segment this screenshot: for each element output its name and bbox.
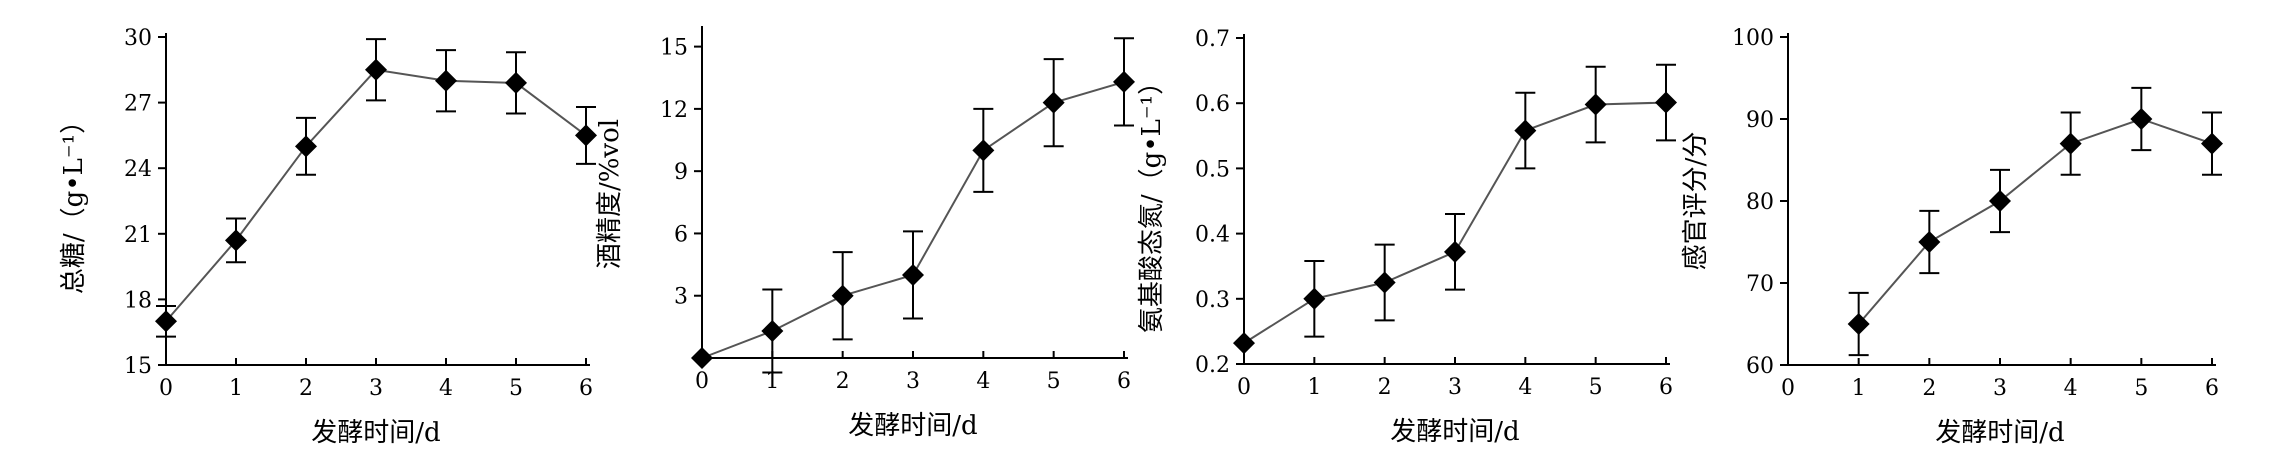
data-point-marker: [505, 71, 527, 94]
y-tick-label: 70: [1746, 272, 1774, 297]
data-point-marker: [2130, 108, 2153, 130]
data-point-marker: [831, 284, 854, 307]
x-tick-label: 1: [1852, 376, 1866, 401]
y-tick-label: 27: [124, 92, 152, 117]
y-tick-label: 3: [674, 285, 688, 310]
x-tick-label: 1: [765, 369, 779, 394]
x-tick-label: 0: [1237, 375, 1251, 400]
y-tick-label: 24: [124, 157, 152, 182]
data-point-marker: [691, 347, 713, 369]
x-axis-title: 发酵时间/d: [311, 418, 440, 448]
y-tick-label: 12: [660, 98, 688, 123]
data-point-marker: [2059, 132, 2082, 155]
x-tick-label: 2: [1378, 375, 1392, 400]
y-tick-label: 80: [1746, 190, 1774, 215]
x-tick-label: 4: [439, 376, 453, 401]
y-tick-label: 15: [660, 36, 688, 61]
data-point-marker: [1303, 287, 1326, 310]
y-tick-label: 9: [674, 160, 688, 185]
data-point-marker: [1233, 332, 1255, 355]
x-tick-label: 2: [1922, 376, 1936, 401]
data-point-marker: [1847, 313, 1870, 335]
data-point-marker: [365, 58, 387, 81]
x-tick-label: 6: [2205, 376, 2219, 401]
x-tick-label: 4: [2064, 376, 2078, 401]
chart-panel-4: 60 70 80 90 100 0 1 2 3 4 5 6 发酵时间/d 感官评分/分: [1681, 26, 2223, 448]
y-axis-title: 酒精度/%vol: [595, 119, 625, 269]
y-tick-label: 0.5: [1195, 157, 1230, 182]
x-tick-label: 1: [229, 376, 243, 401]
data-point-marker: [295, 135, 317, 158]
x-tick-label: 2: [836, 369, 850, 394]
y-axis-title: 总糖/（g•L⁻¹）: [59, 108, 89, 294]
series-line: [1857, 117, 2213, 325]
data-point-marker: [1514, 119, 1537, 142]
data-point-marker: [2201, 132, 2223, 155]
y-tick-label: 0.4: [1195, 223, 1230, 248]
x-tick-label: 3: [369, 376, 383, 401]
x-axis-title: 发酵时间/d: [848, 411, 977, 441]
chart-panel-1: 15 18 21 24 27 30 0 1 2 3 4 5 6 发酵时间/d 总糖/（g•L⁻¹）: [59, 26, 597, 448]
data-point-marker: [1918, 231, 1941, 253]
x-tick-label: 4: [976, 369, 990, 394]
series-line: [165, 68, 587, 322]
y-tick-label: 0.7: [1195, 27, 1230, 52]
y-tick-label: 18: [124, 288, 152, 313]
y-axis-title: 氨基酸态氮/（g•L⁻¹）: [1137, 69, 1167, 333]
data-point-marker: [225, 229, 247, 252]
x-tick-label: 4: [1518, 375, 1532, 400]
x-tick-label: 6: [1117, 369, 1131, 394]
x-tick-label: 5: [509, 376, 523, 401]
data-point-marker: [155, 310, 177, 333]
y-tick-label: 100: [1732, 26, 1774, 51]
x-axis-title: 发酵时间/d: [1935, 418, 2064, 448]
data-point-marker: [435, 69, 457, 92]
data-point-marker: [575, 124, 597, 147]
x-tick-label: 0: [159, 376, 173, 401]
y-tick-label: 21: [124, 223, 152, 248]
data-point-marker: [1042, 91, 1065, 114]
data-point-marker: [1373, 271, 1396, 294]
y-tick-label: 0.2: [1195, 353, 1230, 378]
x-tick-label: 6: [1659, 375, 1673, 400]
data-point-marker: [1989, 190, 2011, 212]
data-point-marker: [1655, 91, 1677, 114]
data-point-marker: [1444, 240, 1466, 263]
x-tick-label: 2: [299, 376, 313, 401]
x-tick-label: 0: [695, 369, 709, 394]
x-tick-label: 3: [1993, 376, 2007, 401]
x-axis-title: 发酵时间/d: [1390, 417, 1519, 447]
data-point-marker: [1584, 93, 1607, 116]
y-tick-label: 15: [124, 354, 152, 379]
x-tick-label: 6: [579, 376, 593, 401]
y-axis-title: 感官评分/分: [1681, 132, 1711, 271]
y-tick-label: 90: [1746, 108, 1774, 133]
x-tick-label: 5: [1589, 375, 1603, 400]
x-tick-label: 3: [1448, 375, 1462, 400]
chart-panel-3: 0.2 0.3 0.4 0.5 0.6 0.7 0 1 2 3 4 5 6 发酵时间/d 氨基酸态氮/（g•…: [1137, 27, 1677, 447]
x-tick-label: 5: [1047, 369, 1061, 394]
x-tick-label: 5: [2134, 376, 2148, 401]
y-tick-label: 0.3: [1195, 288, 1230, 313]
data-point-marker: [972, 139, 995, 162]
x-tick-label: 3: [906, 369, 920, 394]
data-point-marker: [761, 320, 784, 343]
x-tick-label: 1: [1307, 375, 1321, 400]
data-point-marker: [1113, 70, 1135, 93]
y-tick-label: 30: [124, 26, 152, 51]
data-point-marker: [902, 263, 924, 286]
x-tick-label: 0: [1781, 376, 1795, 401]
y-tick-label: 60: [1746, 354, 1774, 379]
y-tick-label: 0.6: [1195, 92, 1230, 117]
y-tick-label: 6: [674, 222, 688, 247]
